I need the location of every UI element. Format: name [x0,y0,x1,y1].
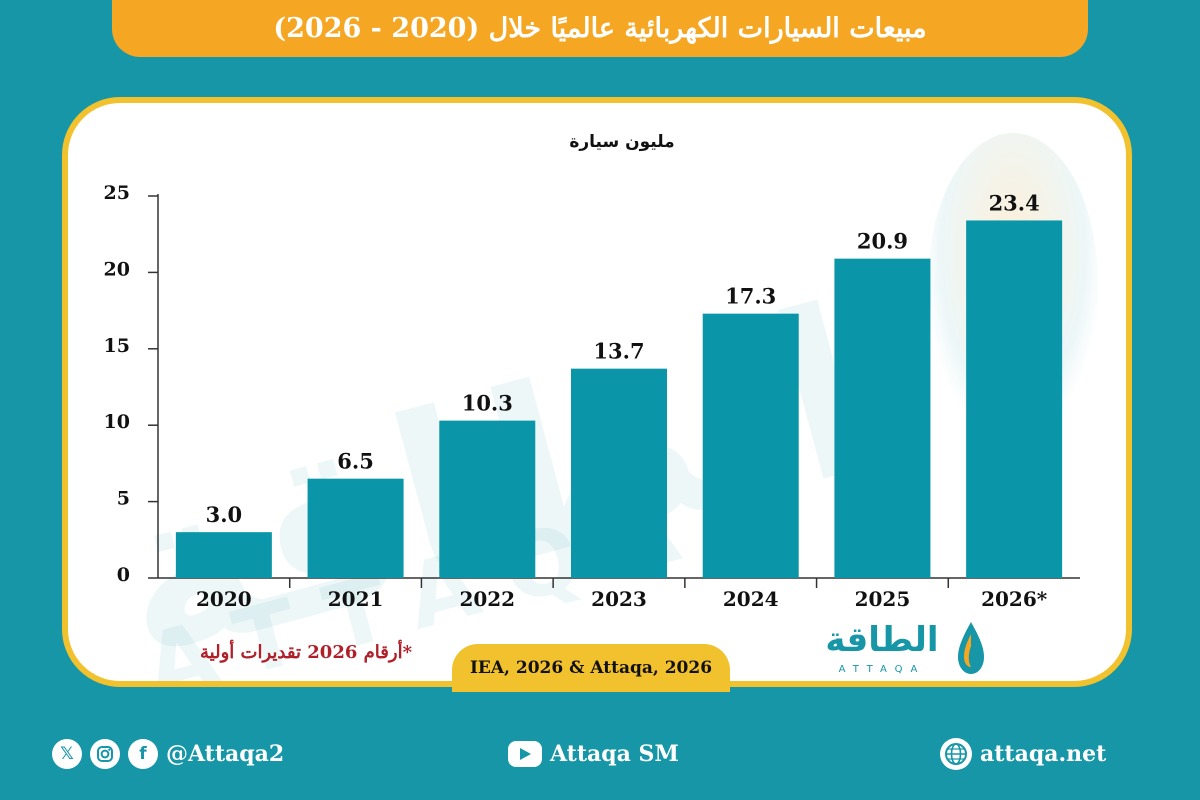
youtube-icon[interactable] [508,741,542,767]
title-bar: مبيعات السيارات الكهربائية عالميًا خلال … [112,0,1088,57]
bar-2021 [307,478,404,578]
logo-latin-text: ATTAQA [838,664,926,675]
y-tick-label: 0 [117,564,130,586]
value-labels: 3.0 6.5 10.3 13.7 17.3 20.9 23.4 [206,190,1040,527]
facebook-icon[interactable]: f [128,739,158,769]
y-tick-labels: 0 5 10 15 20 25 [104,182,130,586]
source-label: IEA, 2026 & Attaqa, 2026 [452,644,730,692]
page-title: مبيعات السيارات الكهربائية عالميًا خلال … [273,13,927,44]
globe-icon[interactable] [940,738,972,770]
x-tick-label: 2021 [328,587,384,611]
social-links: 𝕏 f @Attaqa2 [52,736,284,772]
value-label: 23.4 [989,190,1040,215]
y-tick-label: 10 [104,411,130,433]
value-label: 6.5 [337,449,374,474]
bars [175,220,1063,578]
value-label: 10.3 [462,391,513,416]
x-tick-labels: 2020 2021 2022 2023 2024 2025 2026* [196,587,1048,611]
y-tick-label: 15 [104,335,130,357]
attaqa-logo: الطاقة ATTAQA [812,620,992,684]
website-url[interactable]: attaqa.net [980,741,1107,767]
x-tick-label: 2023 [591,587,647,611]
value-label: 13.7 [593,339,644,364]
logo-arabic-text: الطاقة [825,620,939,660]
logo-drop-icon [958,622,984,674]
youtube-channel[interactable]: Attaqa SM [550,741,679,767]
x-tick-label: 2025 [855,587,911,611]
bar-2026 [966,220,1063,578]
bar-2024 [702,313,799,578]
bar-2025 [834,258,931,578]
value-label: 3.0 [206,502,243,527]
x-tick-label: 2026* [981,587,1048,611]
y-tick-label: 5 [117,488,130,510]
value-label: 20.9 [857,229,908,254]
y-tick-label: 25 [104,182,130,204]
bar-2023 [571,368,667,578]
source-text: IEA, 2026 & Attaqa, 2026 [469,658,713,678]
bar-2022 [439,420,536,578]
value-label: 17.3 [725,284,776,309]
instagram-icon[interactable] [90,739,120,769]
x-tick-label: 2024 [723,587,779,611]
y-tick-label: 20 [104,258,130,280]
footnote: *أرقام 2026 تقديرات أولية [200,642,412,663]
social-handle[interactable]: @Attaqa2 [166,741,285,767]
x-tick-label: 2020 [196,587,252,611]
youtube-link: Attaqa SM [508,736,679,772]
x-icon[interactable]: 𝕏 [52,739,82,769]
y-axis-label: مليون سيارة [569,132,674,152]
x-tick-label: 2022 [459,587,515,611]
bar-2020 [175,532,272,578]
website-link: attaqa.net [940,736,1106,772]
